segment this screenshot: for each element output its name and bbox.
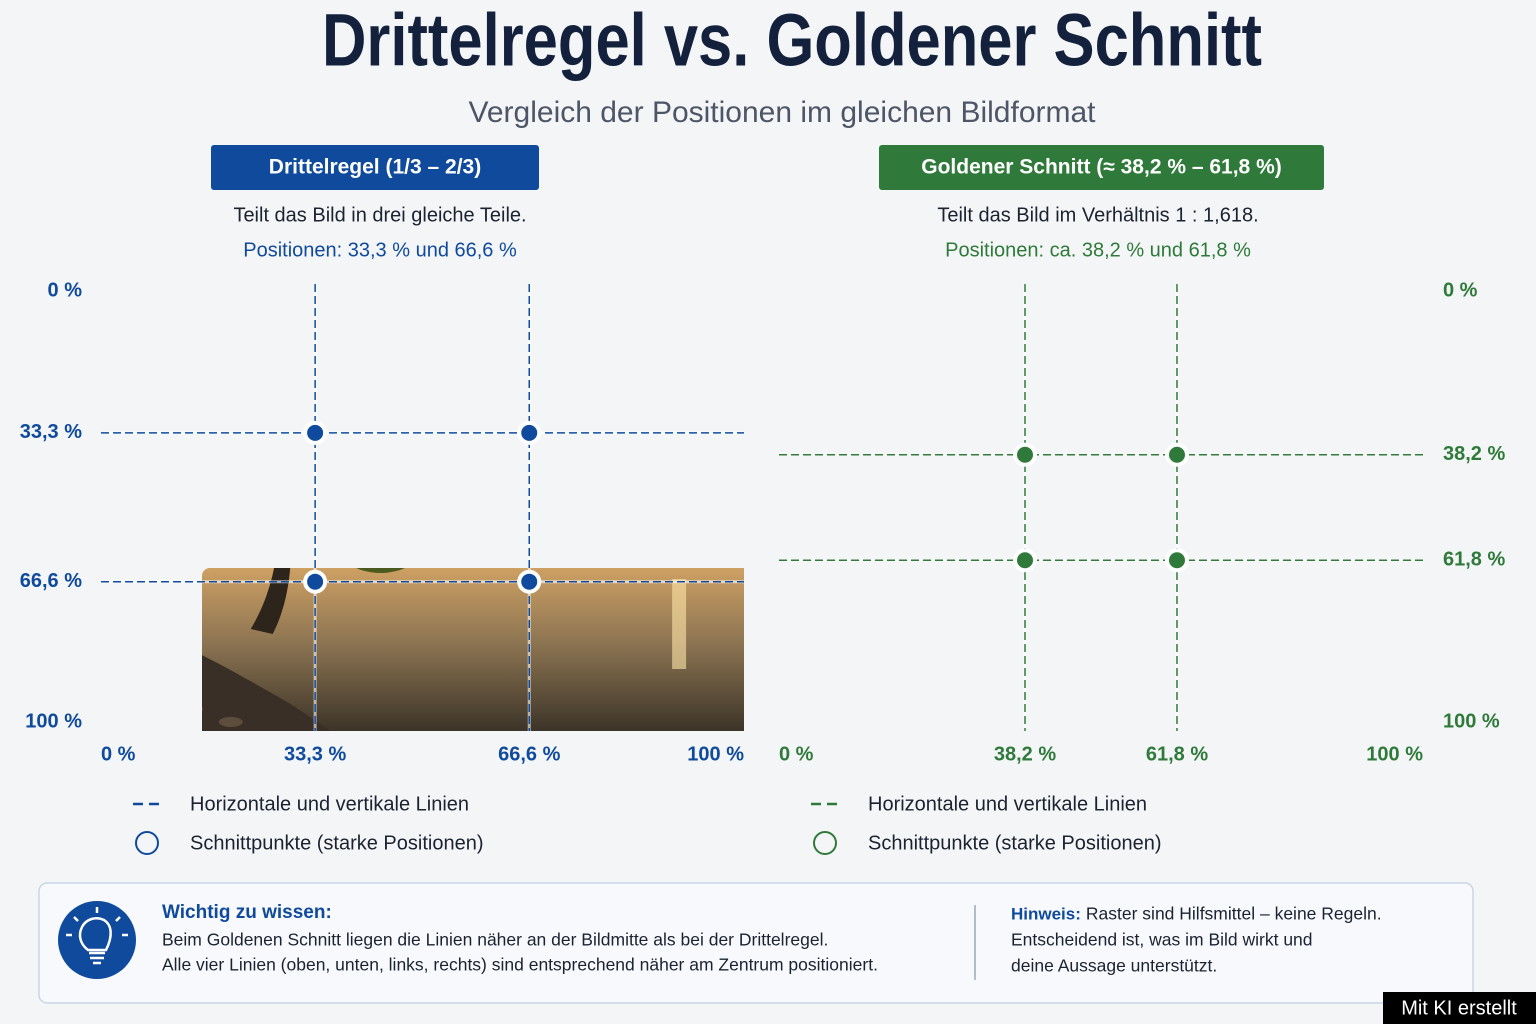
x-tick-label: 61,8 %	[1146, 743, 1208, 765]
y-tick-label: 100 %	[1443, 710, 1500, 732]
photo	[91, 284, 758, 731]
positions: Positionen: 33,3 % und 66,6 %	[243, 239, 517, 261]
badge	[879, 145, 1324, 190]
subtitle: Vergleich der Positionen im gleichen Bil…	[469, 96, 1097, 129]
intersection-point	[303, 569, 328, 594]
panels: Drittelregel (1/3 – 2/3) Teilt das Bild i…	[20, 145, 1505, 855]
note-box	[38, 882, 1474, 1004]
y-tick-label: 66,6 %	[20, 570, 82, 592]
x-tick-label: 100 %	[687, 743, 744, 765]
hint-label: Hinweis:	[1011, 904, 1081, 923]
intersection-point	[1164, 548, 1189, 573]
legend-label: Horizontale und vertikale Linien	[190, 793, 469, 815]
note-title: Wichtig zu wissen:	[162, 902, 332, 923]
badge-label: Goldener Schnitt (≈ 38,2 % – 61,8 %)	[921, 156, 1281, 179]
legend-circle-icon	[135, 831, 159, 855]
intersection-point	[517, 569, 542, 594]
legend-label: Schnittpunkte (starke Positionen)	[868, 832, 1162, 854]
hint-text: Raster sind Hilfsmittel – keine Regeln. E…	[1011, 904, 1382, 976]
legend-circle-icon	[813, 831, 837, 855]
note-text: Beim Goldenen Schnitt liegen die Linien …	[162, 930, 878, 975]
badge	[211, 145, 539, 190]
hint-line: Raster sind Hilfsmittel – keine Regeln.	[1086, 904, 1382, 924]
y-tick-label: 61,8 %	[1443, 549, 1505, 571]
description: Teilt das Bild in drei gleiche Teile.	[233, 204, 526, 226]
panel: Goldener Schnitt (≈ 38,2 % – 61,8 %) Teil…	[769, 145, 1505, 855]
legend-label: Horizontale und vertikale Linien	[868, 793, 1147, 815]
x-tick-label: 33,3 %	[284, 743, 346, 765]
y-tick-label: 0 %	[48, 279, 83, 301]
hint-line: Entscheidend ist, was im Bild wirkt und	[1011, 930, 1313, 950]
y-tick-label: 0 %	[1443, 279, 1478, 301]
watermark-bg	[1383, 992, 1536, 1024]
y-tick-label: 100 %	[25, 710, 82, 732]
intersection-point	[1013, 442, 1038, 467]
title: Drittelregel vs. Goldener Schnitt	[322, 0, 1262, 82]
intersection-point	[517, 420, 542, 445]
legend-label: Schnittpunkte (starke Positionen)	[190, 832, 484, 854]
intersection-point	[1164, 442, 1189, 467]
y-tick-label: 38,2 %	[1443, 443, 1505, 465]
note-line: Beim Goldenen Schnitt liegen die Linien …	[162, 930, 828, 950]
note-line: Alle vier Linien (oben, unten, links, re…	[162, 955, 878, 975]
y-tick-label: 33,3 %	[20, 421, 82, 443]
positions: Positionen: ca. 38,2 % und 61,8 %	[945, 239, 1251, 261]
panel: Drittelregel (1/3 – 2/3) Teilt das Bild i…	[20, 145, 758, 855]
x-tick-label: 100 %	[1366, 743, 1423, 765]
x-tick-label: 0 %	[101, 743, 136, 765]
x-tick-label: 38,2 %	[994, 743, 1056, 765]
intersection-point	[303, 420, 328, 445]
x-tick-label: 66,6 %	[498, 743, 560, 765]
hint-line: deine Aussage unterstützt.	[1011, 956, 1217, 976]
intersection-point	[1013, 548, 1038, 573]
x-tick-label: 0 %	[779, 743, 814, 765]
badge-label: Drittelregel (1/3 – 2/3)	[269, 156, 481, 179]
bulb-icon	[58, 901, 136, 979]
watermark: Mit KI erstellt	[1401, 997, 1517, 1019]
photo	[769, 284, 1437, 731]
description: Teilt das Bild im Verhältnis 1 : 1,618.	[937, 204, 1258, 226]
